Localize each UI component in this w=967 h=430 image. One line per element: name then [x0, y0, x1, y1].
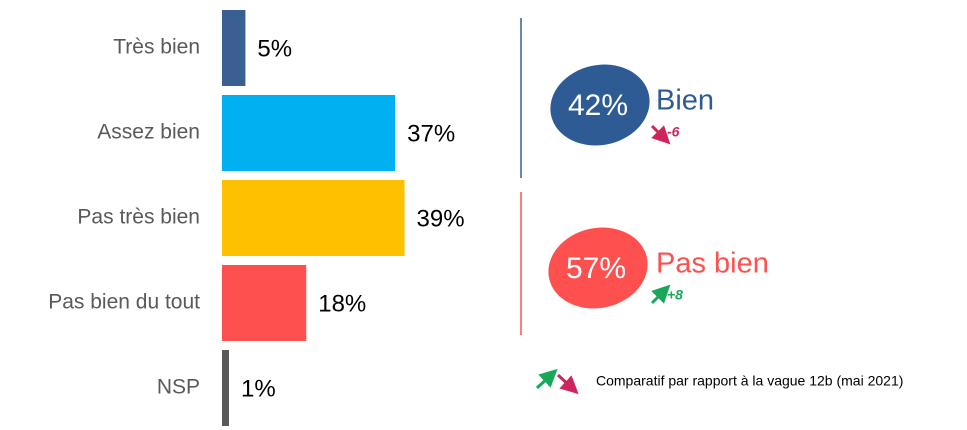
- value-label: 5%: [257, 35, 292, 62]
- value-label: 39%: [417, 205, 465, 232]
- group-value: 42%: [568, 89, 628, 122]
- category-label: Assez bien: [97, 121, 200, 144]
- note-arrows: [535, 368, 579, 395]
- category-label: Pas très bien: [77, 206, 200, 229]
- change-arrow: [650, 284, 671, 305]
- group-badge: [550, 64, 650, 146]
- bar: [222, 180, 405, 256]
- category-label: Très bien: [113, 36, 200, 59]
- value-label: 37%: [407, 120, 455, 147]
- bar: [222, 95, 396, 171]
- change-arrow: [650, 124, 671, 145]
- bar: [222, 10, 246, 86]
- group-value: 57%: [566, 252, 626, 285]
- group-label: Bien: [656, 85, 714, 117]
- change-label: -6: [667, 124, 680, 140]
- change-label: +8: [667, 287, 683, 303]
- category-label: NSP: [157, 376, 200, 399]
- note: Comparatif par rapport à la vague 12b (m…: [596, 373, 903, 389]
- group-badge: [548, 227, 648, 309]
- bar: [222, 350, 229, 426]
- value-label: 18%: [318, 290, 366, 317]
- value-label: 1%: [241, 375, 276, 402]
- category-label: Pas bien du tout: [48, 291, 200, 314]
- bar: [222, 265, 307, 341]
- group-label: Pas bien: [656, 248, 769, 280]
